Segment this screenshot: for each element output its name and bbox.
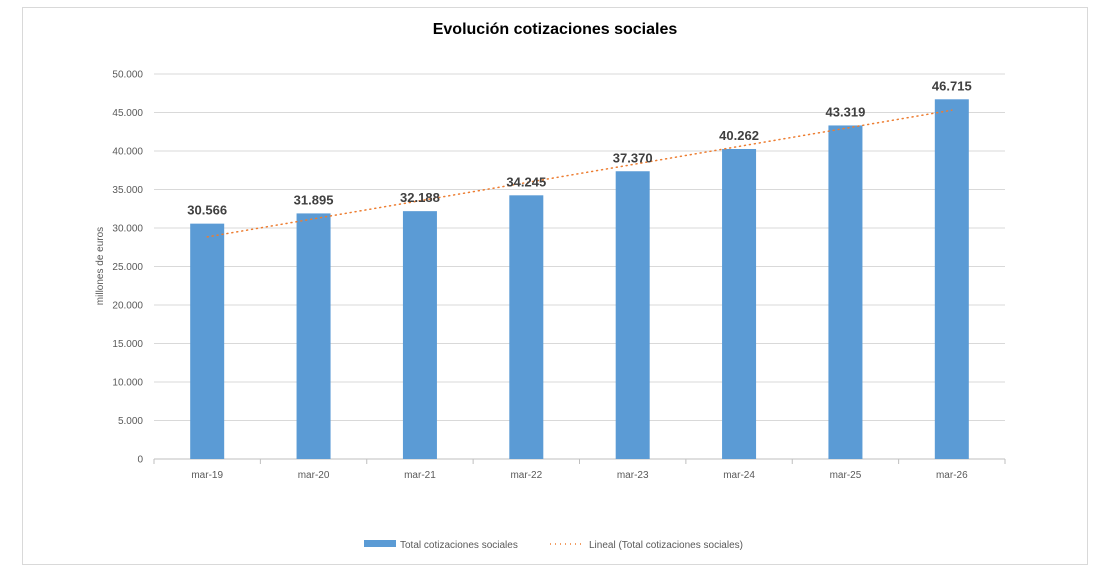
- bar: [190, 223, 225, 459]
- x-tick-label: mar-25: [830, 470, 862, 481]
- data-label: 31.895: [294, 192, 334, 207]
- y-axis-label: millones de euros: [95, 227, 106, 305]
- legend-label-bars: Total cotizaciones sociales: [400, 540, 518, 551]
- bar: [615, 171, 650, 459]
- bar: [934, 99, 969, 460]
- x-tick-label: mar-21: [404, 470, 436, 481]
- legend-label-trendline: Lineal (Total cotizaciones sociales): [589, 540, 743, 551]
- bar: [402, 211, 437, 459]
- y-tick-label: 25.000: [112, 262, 143, 273]
- y-tick-label: 35.000: [112, 185, 143, 196]
- x-axis-ticks: mar-19 mar-20 mar-21 mar-22 mar-23 mar-24 mar-…: [191, 470, 968, 481]
- y-axis-ticks: 0 5.000 10.000 15.000 20.000 25.000 30.000 35.0…: [112, 70, 143, 466]
- x-tick-label: mar-26: [936, 470, 968, 481]
- bar: [296, 213, 331, 459]
- x-axis: [153, 458, 1006, 464]
- y-tick-label: 20.000: [112, 301, 143, 312]
- bar: [722, 148, 757, 459]
- y-tick-label: 40.000: [112, 147, 143, 158]
- y-tick-label: 45.000: [112, 108, 143, 119]
- y-tick-label: 5.000: [118, 416, 143, 427]
- data-label: 43.319: [826, 104, 866, 119]
- data-label: 46.715: [932, 78, 972, 93]
- legend-swatch-bars: [364, 540, 396, 547]
- data-label: 40.262: [719, 128, 759, 143]
- y-tick-label: 10.000: [112, 378, 143, 389]
- x-tick-label: mar-20: [298, 470, 330, 481]
- trendline: [206, 109, 953, 238]
- x-tick-label: mar-24: [723, 470, 755, 481]
- y-tick-label: 50.000: [112, 70, 143, 81]
- x-tick-label: mar-22: [510, 470, 542, 481]
- bar: [828, 125, 863, 460]
- chart-title: Evolución cotizaciones sociales: [433, 21, 678, 38]
- y-tick-label: 15.000: [112, 339, 143, 350]
- data-labels: 30.566 31.895 32.188 34.245 37.370 40.262 43.3…: [187, 78, 971, 217]
- gridlines: [154, 73, 1005, 421]
- bar: [509, 195, 544, 459]
- y-tick-label: 30.000: [112, 224, 143, 235]
- x-tick-label: mar-19: [191, 470, 223, 481]
- bars: [190, 99, 969, 460]
- data-label: 37.370: [613, 150, 653, 165]
- trendline-line: [206, 109, 953, 238]
- data-label: 32.188: [400, 190, 440, 205]
- data-label: 30.566: [187, 203, 227, 218]
- legend: Total cotizaciones sociales Lineal (Tota…: [364, 540, 743, 551]
- data-label: 34.245: [506, 174, 546, 189]
- y-tick-label: 0: [137, 455, 143, 466]
- x-tick-label: mar-23: [617, 470, 649, 481]
